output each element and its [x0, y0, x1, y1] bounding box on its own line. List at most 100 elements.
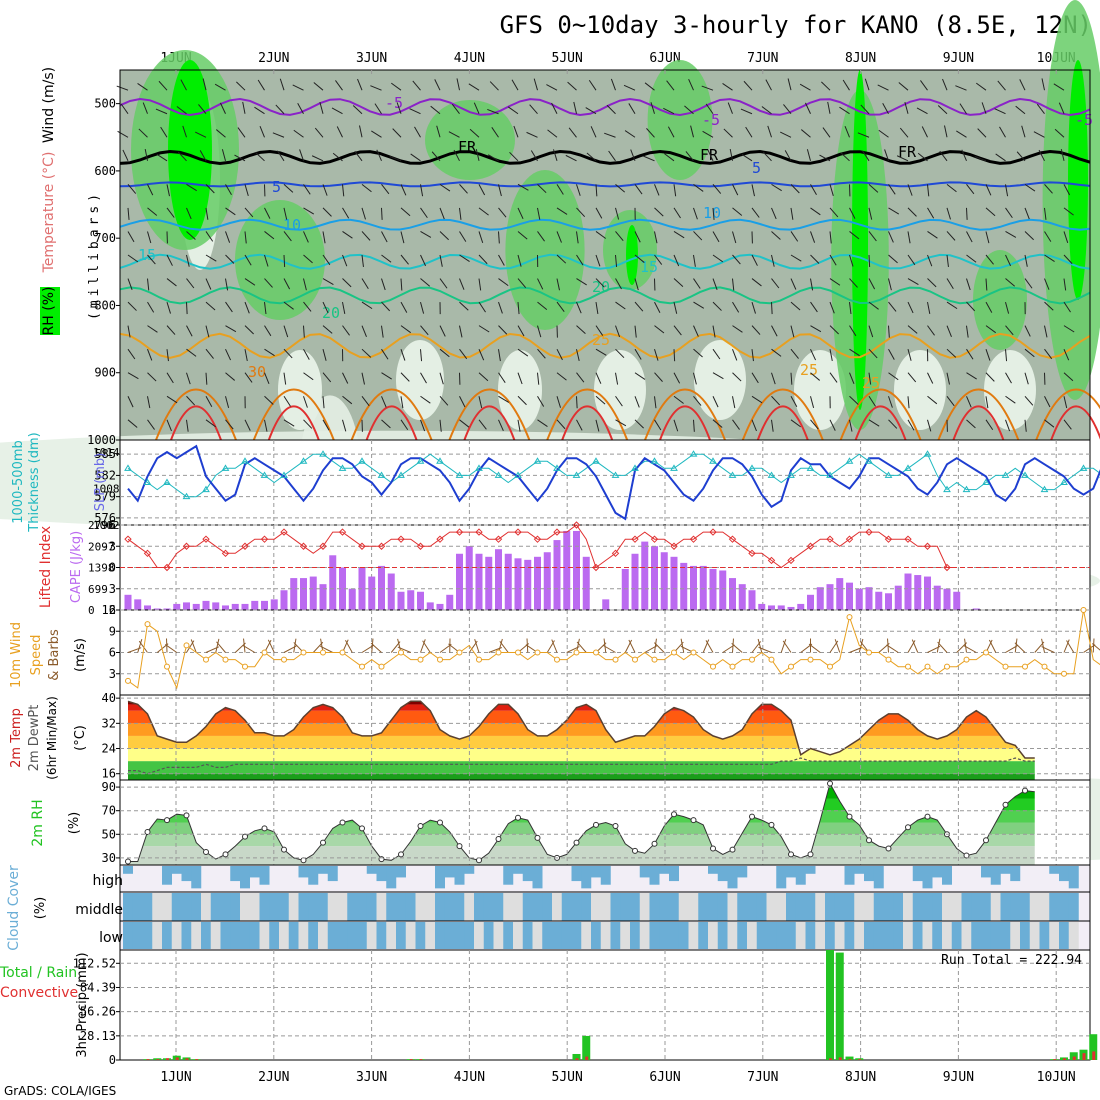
upper-wind-barb: [374, 103, 382, 114]
cloud-middle-bar: [961, 893, 972, 921]
lifted-index-point: [397, 535, 405, 543]
precip-convective-bar: [175, 1057, 179, 1060]
upper-wind-barb: [712, 419, 723, 428]
upper-wind-barb: [299, 149, 304, 161]
upper-wind-barb: [498, 419, 504, 431]
upper-wind-barb: [1033, 131, 1045, 138]
upper-wind-barb: [517, 183, 529, 191]
y-tick-label: 0: [109, 1053, 116, 1067]
contour-label: 15: [640, 258, 658, 276]
upper-wind-barb: [624, 130, 636, 138]
upper-wind-barb: [381, 301, 391, 312]
cloud-high-bar: [776, 866, 787, 889]
upper-wind-barb: [790, 207, 794, 220]
upper-wind-barb: [615, 325, 621, 338]
rh-saturated-region: [168, 60, 212, 240]
wind10-barb: [653, 642, 665, 653]
upper-wind-barb: [498, 278, 509, 287]
wind10-speed-point: [1061, 670, 1067, 677]
upper-wind-barb: [663, 107, 675, 115]
upper-wind-barb: [878, 129, 889, 138]
y-tick-label: 6: [109, 646, 116, 660]
wind10-speed-point: [729, 663, 736, 670]
contour-label: 10: [703, 204, 721, 222]
upper-wind-barb: [732, 207, 743, 216]
cloud-low-bar: [318, 922, 328, 949]
upper-wind-barb: [634, 184, 643, 195]
upper-wind-barb: [511, 79, 519, 91]
cloud-low-bar: [620, 922, 631, 949]
cloud-middle-bar: [493, 893, 504, 921]
upper-wind-barb: [392, 128, 402, 138]
cloud-middle-bar: [162, 893, 172, 921]
wind10-barb: [782, 640, 792, 653]
lifted-index-point: [455, 528, 464, 536]
isotherm-35: [756, 405, 809, 441]
day-label-bottom: 4JUN: [454, 1070, 485, 1085]
cloud-low-bar: [610, 922, 621, 949]
cloud-low-bar: [474, 922, 484, 949]
cape-bar: [329, 555, 337, 610]
cloud-high-bar: [1049, 866, 1060, 874]
upper-wind-barb: [1044, 396, 1051, 408]
upper-wind-barb: [1024, 183, 1036, 192]
upper-wind-barb: [439, 231, 449, 241]
upper-wind-barb: [1005, 419, 1011, 432]
isotherm-35: [854, 405, 907, 441]
upper-wind-barb: [439, 278, 448, 289]
precip-convective-bar: [1063, 1058, 1066, 1060]
cloud-middle-bar: [318, 893, 328, 921]
upper-wind-barb: [576, 349, 580, 361]
upper-wind-barb: [264, 207, 271, 219]
upper-wind-barb: [264, 348, 275, 357]
upper-wind-barb: [277, 150, 285, 162]
upper-wind-barb: [927, 184, 930, 197]
upper-wind-barb: [576, 254, 584, 266]
cape-bar: [543, 552, 551, 610]
upper-wind-barb: [127, 348, 136, 360]
upper-wind-barb: [313, 82, 324, 91]
lifted-index-point: [748, 549, 756, 558]
upper-wind-barb: [127, 231, 135, 243]
upper-wind-barb: [242, 101, 246, 114]
upper-wind-barb: [431, 151, 441, 162]
upper-wind-barb: [1044, 207, 1047, 220]
cloud-low-bar: [1049, 922, 1060, 949]
wind10-barb: [267, 639, 275, 653]
cloud-low-bar: [308, 922, 319, 949]
upper-wind-barb: [537, 301, 548, 311]
upper-wind-barb: [507, 106, 519, 115]
upper-wind-barb: [779, 131, 792, 138]
upper-wind-barb: [882, 102, 889, 114]
upper-wind-barb: [361, 207, 366, 220]
upper-wind-barb: [634, 254, 645, 263]
rh-dry-region: [396, 340, 444, 420]
upper-wind-barb: [205, 278, 212, 290]
wind10-barb: [397, 646, 411, 653]
cape-bar: [875, 591, 883, 610]
upper-wind-barb: [147, 301, 155, 313]
upper-wind-barb: [314, 127, 324, 138]
upper-wind-barb: [829, 207, 839, 218]
cloud-high-bar: [230, 866, 241, 882]
wind10-speed-point: [476, 656, 482, 663]
thickness-point: [416, 457, 425, 464]
upper-wind-barb: [595, 254, 601, 267]
upper-wind-barb: [1063, 301, 1071, 313]
lifted-index-point: [787, 556, 795, 565]
cloud-low-bar: [678, 922, 689, 949]
rh-dry-region: [498, 350, 542, 430]
cloud-high-bar: [522, 866, 533, 882]
thickness-point: [1021, 471, 1029, 478]
upper-wind-barb: [225, 184, 232, 196]
cloud-low-bar: [279, 922, 289, 949]
upper-wind-barb: [420, 395, 431, 404]
thickness-point: [631, 464, 639, 471]
upper-wind-barb: [303, 325, 305, 338]
upper-wind-barb: [667, 126, 675, 138]
upper-wind-barb: [156, 153, 168, 162]
wind10-speed-point: [417, 656, 424, 663]
y-tick-label: 500: [94, 97, 116, 111]
cloud-middle-bar: [786, 893, 796, 921]
y-tick-label: 582: [94, 468, 116, 482]
